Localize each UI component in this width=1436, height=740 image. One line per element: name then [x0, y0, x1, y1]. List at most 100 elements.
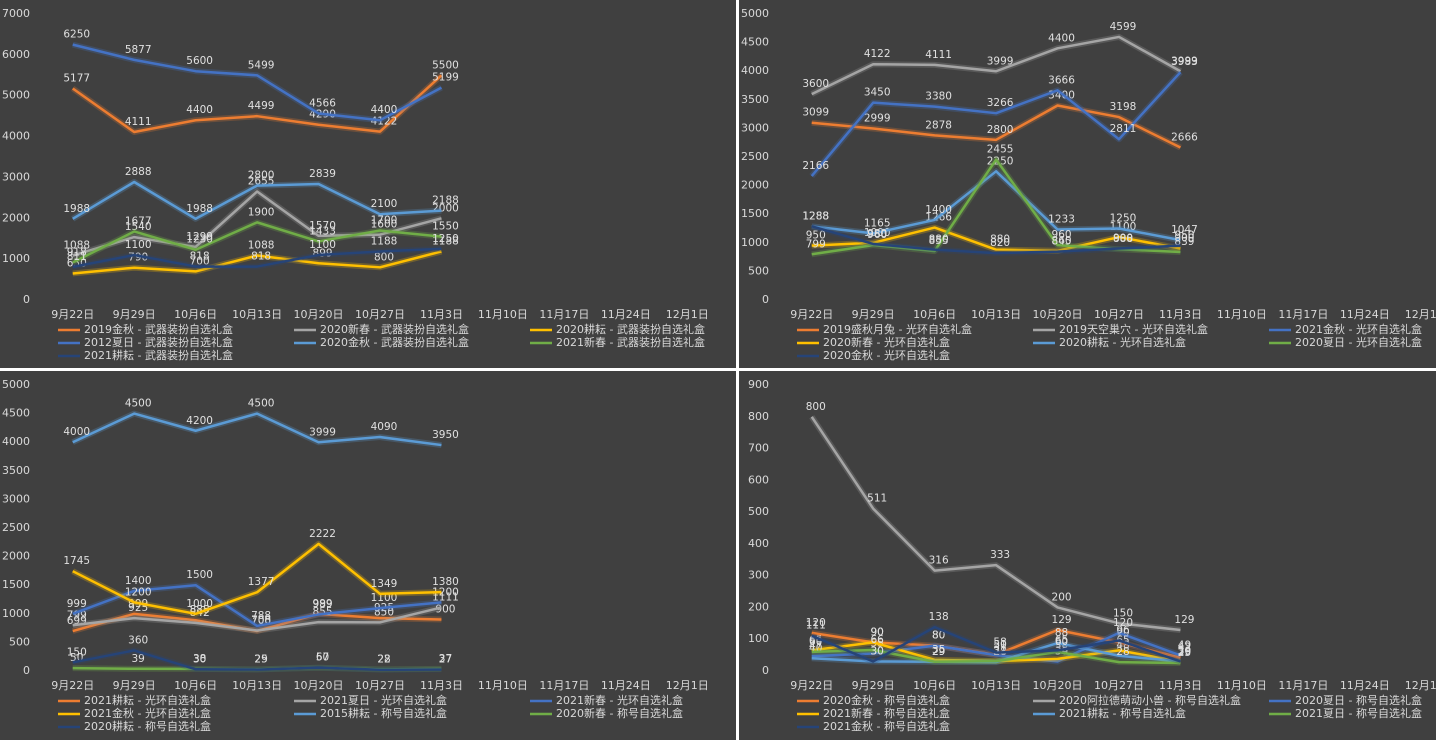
series-line [72, 250, 442, 275]
data-label: 2100 [371, 198, 398, 210]
data-label: 80 [932, 630, 945, 642]
y-tick-label: 500 [748, 505, 769, 518]
legend-label: 2021耕耘 - 光环自选礼盒 [84, 693, 211, 707]
data-label: 2455 [987, 144, 1014, 156]
y-tick-label: 300 [748, 569, 769, 582]
y-tick-label: 4000 [2, 435, 30, 448]
data-label: 2839 [309, 168, 336, 180]
data-label: 1250 [432, 233, 459, 245]
data-label: 1400 [125, 575, 152, 587]
x-tick-label: 11月3日 [420, 308, 463, 321]
legend-label: 2021耕耘 - 武器装扮自选礼盒 [84, 348, 233, 362]
legend-label: 2019盛秋月兔 - 光环自选礼盒 [823, 322, 972, 336]
y-tick-label: 2000 [2, 211, 30, 224]
data-label: 4500 [248, 398, 275, 410]
y-tick-label: 1000 [2, 252, 30, 265]
legend-label: 2012夏日 - 武器装扮自选礼盒 [84, 335, 233, 349]
data-label: 30 [1178, 645, 1191, 657]
series-line [811, 170, 1181, 242]
legend-label: 2020耕耘 - 武器装扮自选礼盒 [556, 322, 705, 336]
data-label: 200 [1052, 591, 1072, 603]
x-tick-label: 11月17日 [1278, 308, 1328, 321]
data-label: 4122 [864, 48, 891, 60]
data-label: 90 [870, 626, 883, 638]
data-label: 1700 [371, 215, 398, 227]
x-tick-label: 9月22日 [790, 308, 833, 321]
legend-label: 2019金秋 - 武器装扮自选礼盒 [84, 322, 233, 336]
data-label: 6250 [63, 29, 90, 41]
chart-panel: 0 500 1000 1500 2000 2500 3000 3500 4000 4500 5000… [739, 0, 1436, 368]
data-label: 1100 [371, 592, 398, 604]
data-label: 38 [193, 653, 206, 665]
data-label: 3950 [432, 429, 459, 441]
data-label: 316 [929, 555, 949, 567]
data-label: 1988 [186, 203, 213, 215]
data-label: 818 [190, 251, 210, 263]
data-label: 2666 [1171, 132, 1198, 144]
x-tick-label: 10月20日 [294, 679, 344, 692]
legend-label: 2015耕耘 - 称号自选礼盒 [320, 706, 447, 720]
data-label: 3983 [1171, 56, 1198, 68]
data-label: 57 [316, 652, 329, 664]
y-tick-label: 4000 [741, 64, 769, 77]
y-tick-label: 3500 [2, 464, 30, 477]
x-tick-label: 11月10日 [478, 308, 528, 321]
x-tick-label: 11月3日 [420, 679, 463, 692]
data-label: 799 [67, 609, 87, 621]
x-tick-label: 11月24日 [601, 308, 651, 321]
data-label: 360 [128, 634, 148, 646]
chart-panel: 0 100 200 300 400 500 600 700 800 900 9月22日 9月29日 10… [739, 371, 1436, 740]
series-line [811, 225, 1181, 255]
data-label: 5600 [186, 55, 213, 67]
data-label: 888 [1113, 233, 1133, 245]
x-tick-label: 10月13日 [232, 679, 282, 692]
y-tick-label: 600 [748, 473, 769, 486]
data-label: 2878 [925, 119, 952, 131]
data-label: 845 [1052, 236, 1072, 248]
legend-label: 2020新春 - 武器装扮自选礼盒 [320, 322, 469, 336]
data-label: 1230 [186, 234, 213, 246]
y-tick-label: 1000 [741, 236, 769, 249]
legend-label: 2020新春 - 光环自选礼盒 [823, 335, 950, 349]
data-label: 1165 [864, 217, 891, 229]
data-label: 1900 [248, 206, 275, 218]
y-tick-label: 0 [23, 664, 30, 677]
x-tick-label: 9月22日 [790, 679, 833, 692]
data-label: 2999 [864, 112, 891, 124]
data-label: 4400 [1048, 32, 1075, 44]
data-label: 1233 [1048, 213, 1075, 225]
legend-label: 2021新春 - 称号自选礼盒 [823, 706, 950, 720]
data-label: 800 [374, 251, 394, 263]
y-tick-label: 0 [23, 293, 30, 306]
data-label: 1200 [432, 586, 459, 598]
x-tick-label: 11月10日 [478, 679, 528, 692]
data-label: 1380 [432, 576, 459, 588]
series-line [72, 247, 442, 269]
data-label: 800 [806, 401, 826, 413]
data-label: 1288 [802, 210, 829, 222]
series-line [811, 648, 1181, 665]
data-label: 650 [67, 257, 87, 269]
data-label: 880 [990, 234, 1010, 246]
x-tick-label: 12月1日 [1405, 308, 1436, 321]
data-label: 333 [990, 549, 1010, 561]
x-tick-label: 12月1日 [1405, 679, 1436, 692]
data-label: 150 [1113, 607, 1133, 619]
data-label: 1088 [248, 240, 275, 252]
data-label: 1088 [63, 240, 90, 252]
data-label: 2222 [309, 528, 336, 540]
data-label: 120 [1113, 617, 1133, 629]
data-label: 4500 [125, 398, 152, 410]
y-tick-label: 1500 [2, 578, 30, 591]
y-tick-label: 2000 [2, 550, 30, 563]
y-tick-label: 700 [748, 442, 769, 455]
data-label: 96 [1116, 624, 1130, 636]
x-tick-label: 11月10日 [1217, 679, 1267, 692]
y-tick-label: 6000 [2, 48, 30, 61]
x-tick-label: 10月13日 [232, 308, 282, 321]
data-label: 4111 [125, 116, 152, 128]
data-label: 1600 [371, 219, 398, 231]
data-label: 4499 [248, 100, 275, 112]
y-tick-label: 3000 [741, 121, 769, 134]
data-label: 111 [806, 620, 826, 632]
